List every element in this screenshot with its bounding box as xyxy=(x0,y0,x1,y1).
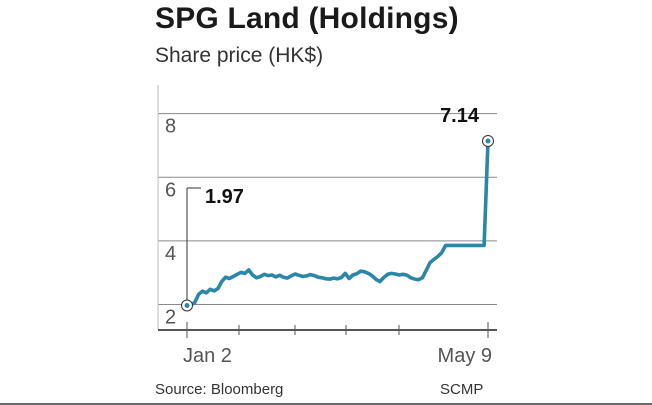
y-tick-label-6: 6 xyxy=(165,179,176,201)
marker-layer xyxy=(181,135,494,312)
chart-subtitle: Share price (HK$) xyxy=(155,44,324,67)
price-line xyxy=(185,139,490,308)
y-tick-label-4: 4 xyxy=(165,243,176,265)
end-value-label: 7.14 xyxy=(440,105,480,127)
credit-note: SCMP xyxy=(440,381,484,398)
y-tick-label-8: 8 xyxy=(165,116,176,138)
x-tick-label-start: Jan 2 xyxy=(183,345,232,367)
grid-layer xyxy=(158,113,497,306)
end-point-dot xyxy=(485,138,491,144)
line-layer xyxy=(185,139,490,308)
bottom-rule xyxy=(0,403,652,405)
chart-title: SPG Land (Holdings) xyxy=(155,2,459,35)
start-value-label: 1.97 xyxy=(205,186,244,208)
start-point-dot xyxy=(184,303,190,308)
source-note: Source: Bloomberg xyxy=(155,381,284,398)
axis-layer: 2 4 6 8 Jan 2 May 9 xyxy=(157,85,497,367)
x-tick-label-end: May 9 xyxy=(438,345,492,367)
y-tick-label-2: 2 xyxy=(165,307,176,329)
label-layer: 1.97 7.14 xyxy=(205,105,480,208)
